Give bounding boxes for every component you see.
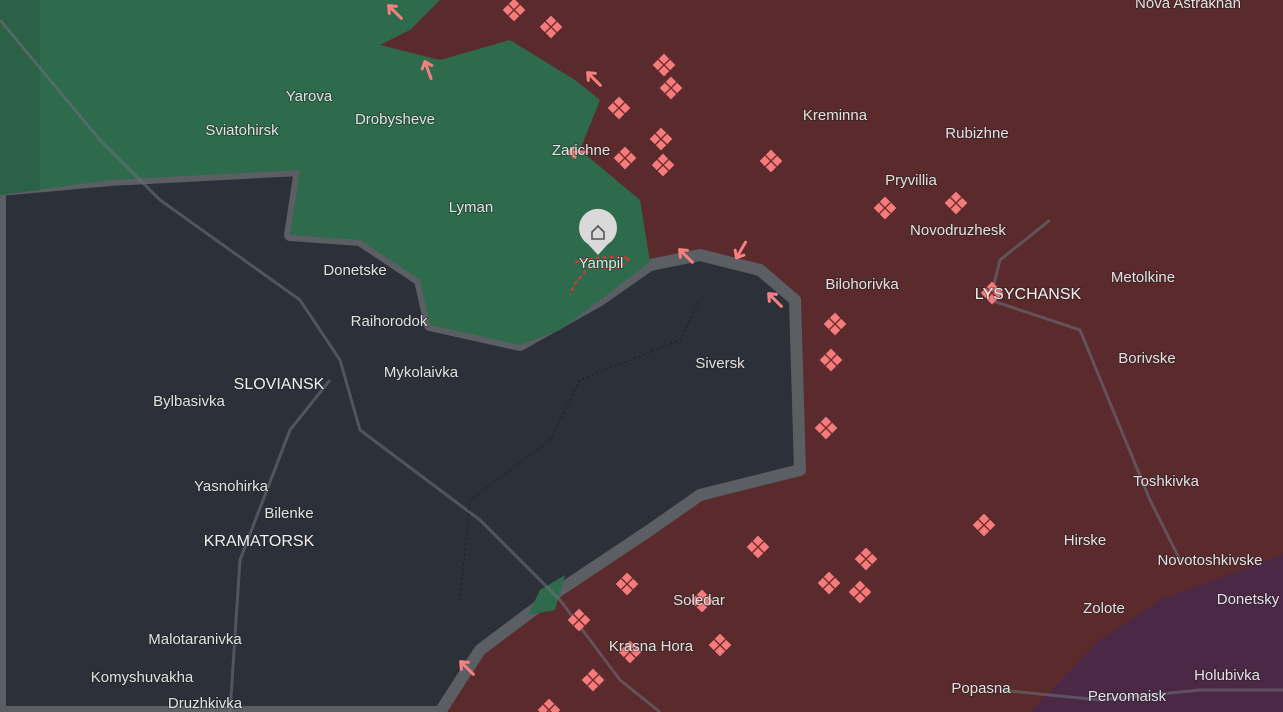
pin-icon[interactable] — [591, 224, 605, 240]
marker-cross — [542, 703, 556, 712]
place-label: Kreminna — [803, 107, 868, 124]
place-label: Siversk — [695, 355, 745, 372]
marker-cross — [751, 540, 765, 554]
city-label: LYSYCHANSK — [975, 286, 1082, 303]
arrow-shape — [420, 60, 434, 80]
place-label: Bilenke — [264, 505, 313, 522]
arrow-shape — [733, 240, 747, 260]
encircle-outline — [569, 256, 633, 296]
marker-cross — [656, 158, 670, 172]
marker-cross — [586, 673, 600, 687]
place-label: Yasnohirka — [194, 478, 269, 495]
marker-cross — [878, 201, 892, 215]
road — [999, 688, 1283, 702]
place-label: Komyshuvakha — [91, 669, 194, 686]
marker-cross — [713, 638, 727, 652]
place-pin[interactable] — [579, 208, 617, 255]
place-label: Holubivka — [1194, 667, 1261, 684]
place-label: Soledar — [673, 592, 725, 609]
place-label: Zolote — [1083, 600, 1125, 617]
place-label: Pervomaisk — [1088, 688, 1167, 705]
advance-arrow — [567, 145, 589, 159]
place-label: Druzhkivka — [168, 695, 243, 712]
place-label: Mykolaivka — [384, 364, 459, 381]
marker-cross — [853, 585, 867, 599]
arrow-shape — [767, 292, 783, 308]
place-label: Yarova — [286, 88, 333, 105]
place-label: Sviatohirsk — [205, 122, 279, 139]
advance-arrow — [387, 4, 403, 20]
place-label: Lyman — [449, 199, 493, 216]
advance-arrow — [459, 660, 475, 676]
place-label: Raihorodok — [351, 313, 428, 330]
liberated-patch — [528, 575, 565, 615]
advance-arrow — [678, 248, 694, 264]
place-label: Rubizhne — [945, 125, 1008, 142]
marker-cross — [977, 518, 991, 532]
advance-arrow — [733, 240, 747, 260]
place-label: Hirske — [1064, 532, 1107, 549]
marker-cross — [620, 577, 634, 591]
city-label: SLOVIANSK — [234, 376, 325, 393]
place-label: Pryvillia — [885, 172, 937, 189]
place-label: Metolkine — [1111, 269, 1175, 286]
place-label: Bylbasivka — [153, 393, 225, 410]
arrow-shape — [567, 145, 589, 159]
marker-cross — [949, 196, 963, 210]
place-label: Nova Astrakhan — [1135, 0, 1241, 12]
place-label: Donetsky — [1217, 591, 1280, 608]
liberated-area-shade — [0, 0, 60, 195]
place-label: Popasna — [951, 680, 1011, 697]
place-label: Novodruzhesk — [910, 222, 1006, 239]
marker-cross — [623, 645, 637, 659]
arrow-shape — [586, 71, 602, 87]
place-label: Donetske — [323, 262, 386, 279]
marker-cross — [695, 594, 709, 608]
pin-body[interactable] — [579, 208, 617, 255]
road — [228, 379, 332, 712]
marker-cross — [819, 421, 833, 435]
arrow-shape — [678, 248, 694, 264]
marker-cross — [618, 151, 632, 165]
marker-cross — [822, 576, 836, 590]
place-label: Drobysheve — [355, 111, 435, 128]
advance-arrow — [586, 71, 602, 87]
advance-arrow — [767, 292, 783, 308]
place-label: Malotaranivka — [148, 631, 242, 648]
place-label: Novotoshkivske — [1157, 552, 1262, 569]
place-label: Krasna Hora — [609, 638, 694, 655]
marker-cross — [654, 132, 668, 146]
marker-cross — [507, 3, 521, 17]
controlled-area — [0, 164, 806, 712]
road — [0, 19, 661, 712]
liberated-area — [0, 0, 650, 345]
marker-cross — [572, 613, 586, 627]
marker-cross — [612, 101, 626, 115]
marker-cross — [657, 58, 671, 72]
marker-cross — [764, 154, 778, 168]
place-label: Bilohorivka — [825, 276, 899, 293]
place-label: Zarichne — [552, 142, 610, 159]
purple-area — [1030, 555, 1283, 712]
marker-cross — [859, 552, 873, 566]
place-label: Toshkivka — [1133, 473, 1200, 490]
labels: Nova Astrakhan Yarova Drobysheve Sviatohirs… — [90, 0, 1281, 712]
arrow-shape — [387, 4, 403, 20]
place-label: Yampil — [579, 255, 624, 272]
city-label: KRAMATORSK — [204, 533, 315, 550]
arrow-shape — [459, 660, 475, 676]
marker-cross — [664, 81, 678, 95]
advance-arrow — [420, 60, 434, 80]
place-label: Borivske — [1118, 350, 1176, 367]
road — [988, 218, 1182, 561]
marker-cross — [824, 353, 838, 367]
marker-cross — [985, 286, 999, 300]
marker-cross — [828, 317, 842, 331]
marker-cross — [544, 20, 558, 34]
